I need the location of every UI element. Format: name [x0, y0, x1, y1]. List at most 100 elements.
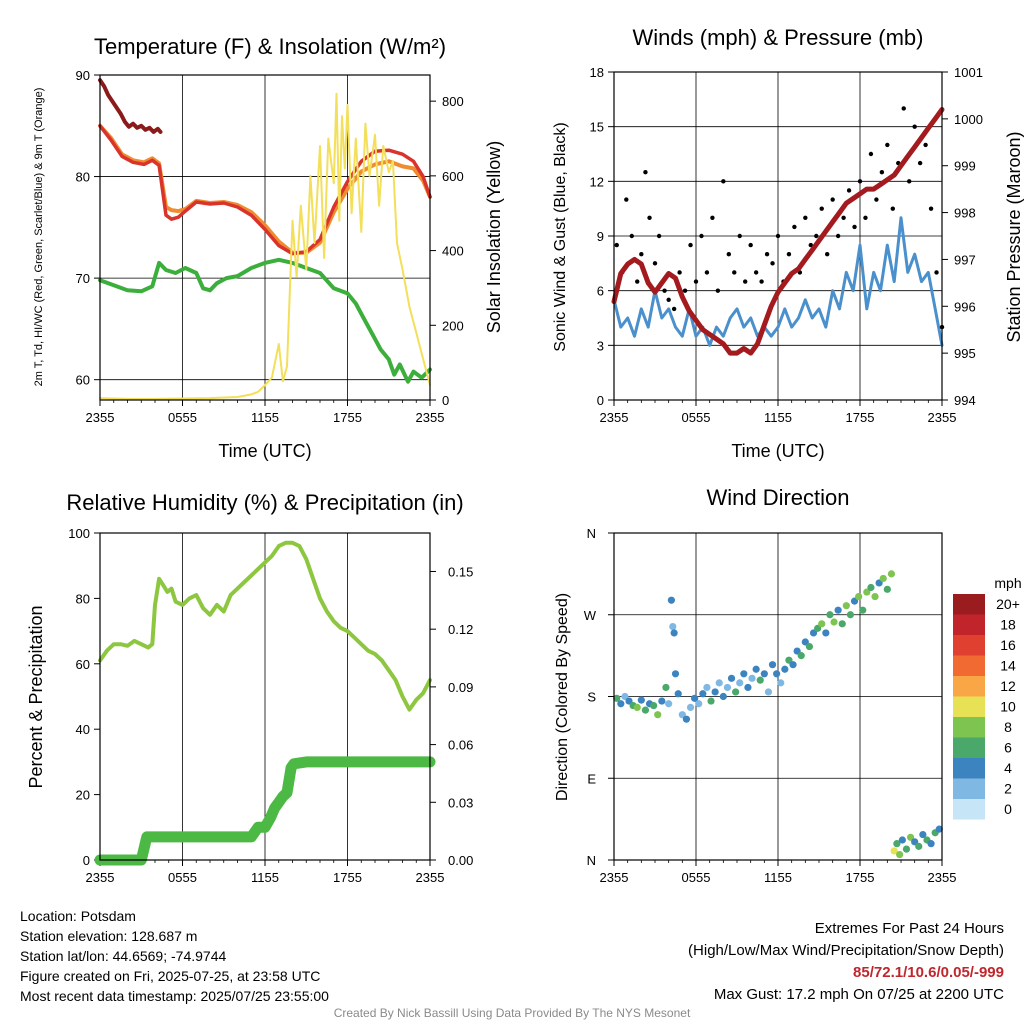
direction-point [727, 674, 736, 682]
gust-point [753, 270, 759, 275]
legend-swatch [953, 696, 985, 717]
gust-point [912, 124, 917, 129]
direction-point [867, 583, 875, 592]
direction-point [935, 825, 943, 833]
plot-frame [99, 532, 431, 861]
y-tick-label: N [587, 853, 596, 868]
latlon-text: Station lat/lon: 44.6569; -74.9744 [20, 948, 227, 964]
y2-tick-label: 999 [954, 159, 976, 174]
x-tick-label: 2355 [928, 870, 957, 885]
x-tick-label: 1755 [846, 870, 875, 885]
direction-point [650, 701, 658, 710]
y2-tick-label: 996 [954, 299, 976, 314]
direction-point [902, 845, 911, 853]
y-axis-label: Direction (Colored By Speed) [554, 593, 571, 801]
gust-point [726, 252, 731, 257]
y-tick-label: 70 [76, 271, 90, 286]
chart-title: Relative Humidity (%) & Precipitation (i… [66, 490, 463, 515]
direction-point [789, 661, 797, 669]
direction-point [919, 830, 927, 839]
gust-point [830, 197, 835, 202]
gust-point [846, 188, 852, 193]
temp-series-line [98, 124, 432, 256]
direction-point [898, 836, 906, 844]
gust-point [759, 279, 764, 284]
legend-label: 6 [1004, 740, 1012, 756]
gust-point [775, 233, 781, 239]
gust-point [699, 233, 704, 239]
gust-point [874, 197, 879, 202]
gust-point [704, 270, 710, 275]
legend-label: 14 [1000, 658, 1016, 674]
y-tick-label: 18 [590, 65, 604, 80]
legend-swatch [953, 614, 985, 635]
direction-point [686, 703, 695, 712]
gust-point [803, 215, 808, 220]
direction-point [890, 847, 898, 855]
x-tick-label: 0555 [168, 410, 197, 425]
direction-point [654, 711, 662, 719]
extremes-info: Extremes For Past 24 Hours (High/Low/Max… [688, 918, 1004, 1006]
y2-tick-label: 0.15 [448, 564, 473, 579]
y2-tick-label: 998 [954, 206, 976, 221]
plot-frame [613, 71, 943, 401]
direction-point [871, 592, 879, 601]
recent-text: Most recent data timestamp: 2025/07/25 2… [20, 988, 329, 1004]
gust-point [677, 270, 682, 275]
gust-point [693, 279, 699, 284]
legend-title: mph [994, 575, 1021, 591]
x-tick-label: 0555 [168, 870, 197, 885]
x-tick-label: 1755 [333, 410, 362, 425]
direction-point [760, 670, 768, 678]
y2-tick-label: 400 [442, 244, 464, 259]
y-axis-label: Sonic Wind & Gust (Blue, Black) [552, 122, 569, 351]
gust-point [629, 233, 634, 239]
direction-point [613, 694, 621, 702]
y-axis-label: 2m T, Td, HI/WC (Red, Green, Scarlet/Blu… [33, 88, 45, 387]
chart-title: Temperature (F) & Insolation (W/m²) [94, 34, 446, 59]
y2-tick-label: 0.06 [448, 738, 473, 753]
chart-title: Wind Direction [706, 485, 849, 510]
x-tick-label: 2355 [86, 870, 115, 885]
y2-tick-label: 997 [954, 252, 976, 267]
legend-swatch [953, 799, 985, 820]
gust-point [792, 224, 797, 230]
station-info: Location: Potsdam Station elevation: 128… [20, 906, 329, 1006]
gust-point [666, 297, 671, 302]
gust-point [688, 242, 693, 248]
y-tick-label: 40 [76, 722, 90, 737]
gust-point [923, 142, 928, 148]
gust-point [732, 270, 737, 275]
direction-point [896, 850, 904, 859]
direction-point [670, 629, 678, 637]
precip-line [94, 756, 436, 866]
gust-point [879, 170, 885, 175]
direction-point [695, 700, 703, 708]
direction-point [633, 703, 641, 712]
extremes-values: 85/72.1/10.6/0.05/-999 [853, 964, 1004, 981]
legend-swatch [953, 778, 985, 799]
direction-point [927, 840, 935, 848]
direction-point [740, 670, 748, 678]
legend-label: 20+ [996, 596, 1020, 612]
direction-point [887, 570, 896, 578]
legend-swatch [953, 758, 985, 779]
temp-series-line [98, 257, 432, 384]
x-axis-label: Time (UTC) [731, 441, 824, 461]
y2-tick-label: 800 [442, 94, 464, 109]
gust-point [841, 215, 846, 220]
legend-label: 4 [1004, 760, 1012, 776]
gust-point [748, 242, 753, 248]
location-text: Location: Potsdam [20, 908, 136, 924]
y-tick-label: 90 [76, 68, 90, 83]
legend-label: 12 [1000, 678, 1016, 694]
gust-point [857, 179, 863, 184]
direction-point [637, 696, 645, 704]
legend-swatch [953, 717, 985, 738]
y2-tick-label: 994 [954, 393, 976, 408]
y-tick-label: S [587, 690, 596, 705]
created-text: Figure created on Fri, 2025-07-25, at 23… [20, 968, 321, 984]
gust-point [715, 288, 721, 293]
wind-line [612, 216, 944, 347]
